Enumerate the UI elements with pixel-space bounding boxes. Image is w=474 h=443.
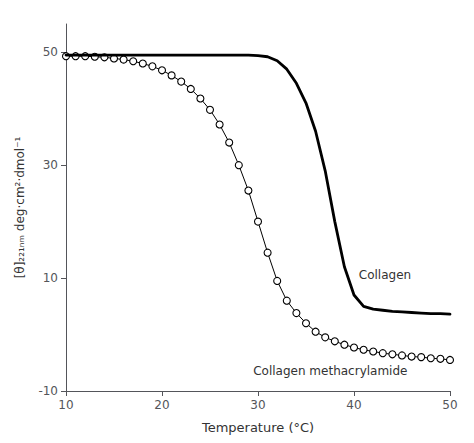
svg-text:20: 20 <box>154 398 169 412</box>
svg-text:10: 10 <box>43 271 58 285</box>
svg-text:Collagen methacrylamide: Collagen methacrylamide <box>253 364 407 378</box>
svg-text:-10: -10 <box>38 384 58 398</box>
svg-text:Temperature (°C): Temperature (°C) <box>201 420 314 435</box>
svg-text:50: 50 <box>442 398 457 412</box>
svg-text:40: 40 <box>346 398 361 412</box>
svg-text:[θ]₂₂₁ₙₘ deg·cm²·dmol⁻¹: [θ]₂₂₁ₙₘ deg·cm²·dmol⁻¹ <box>13 136 27 278</box>
svg-text:50: 50 <box>43 45 58 59</box>
svg-text:Collagen: Collagen <box>359 268 411 282</box>
svg-text:30: 30 <box>43 158 58 172</box>
svg-text:30: 30 <box>250 398 265 412</box>
svg-text:10: 10 <box>58 398 73 412</box>
